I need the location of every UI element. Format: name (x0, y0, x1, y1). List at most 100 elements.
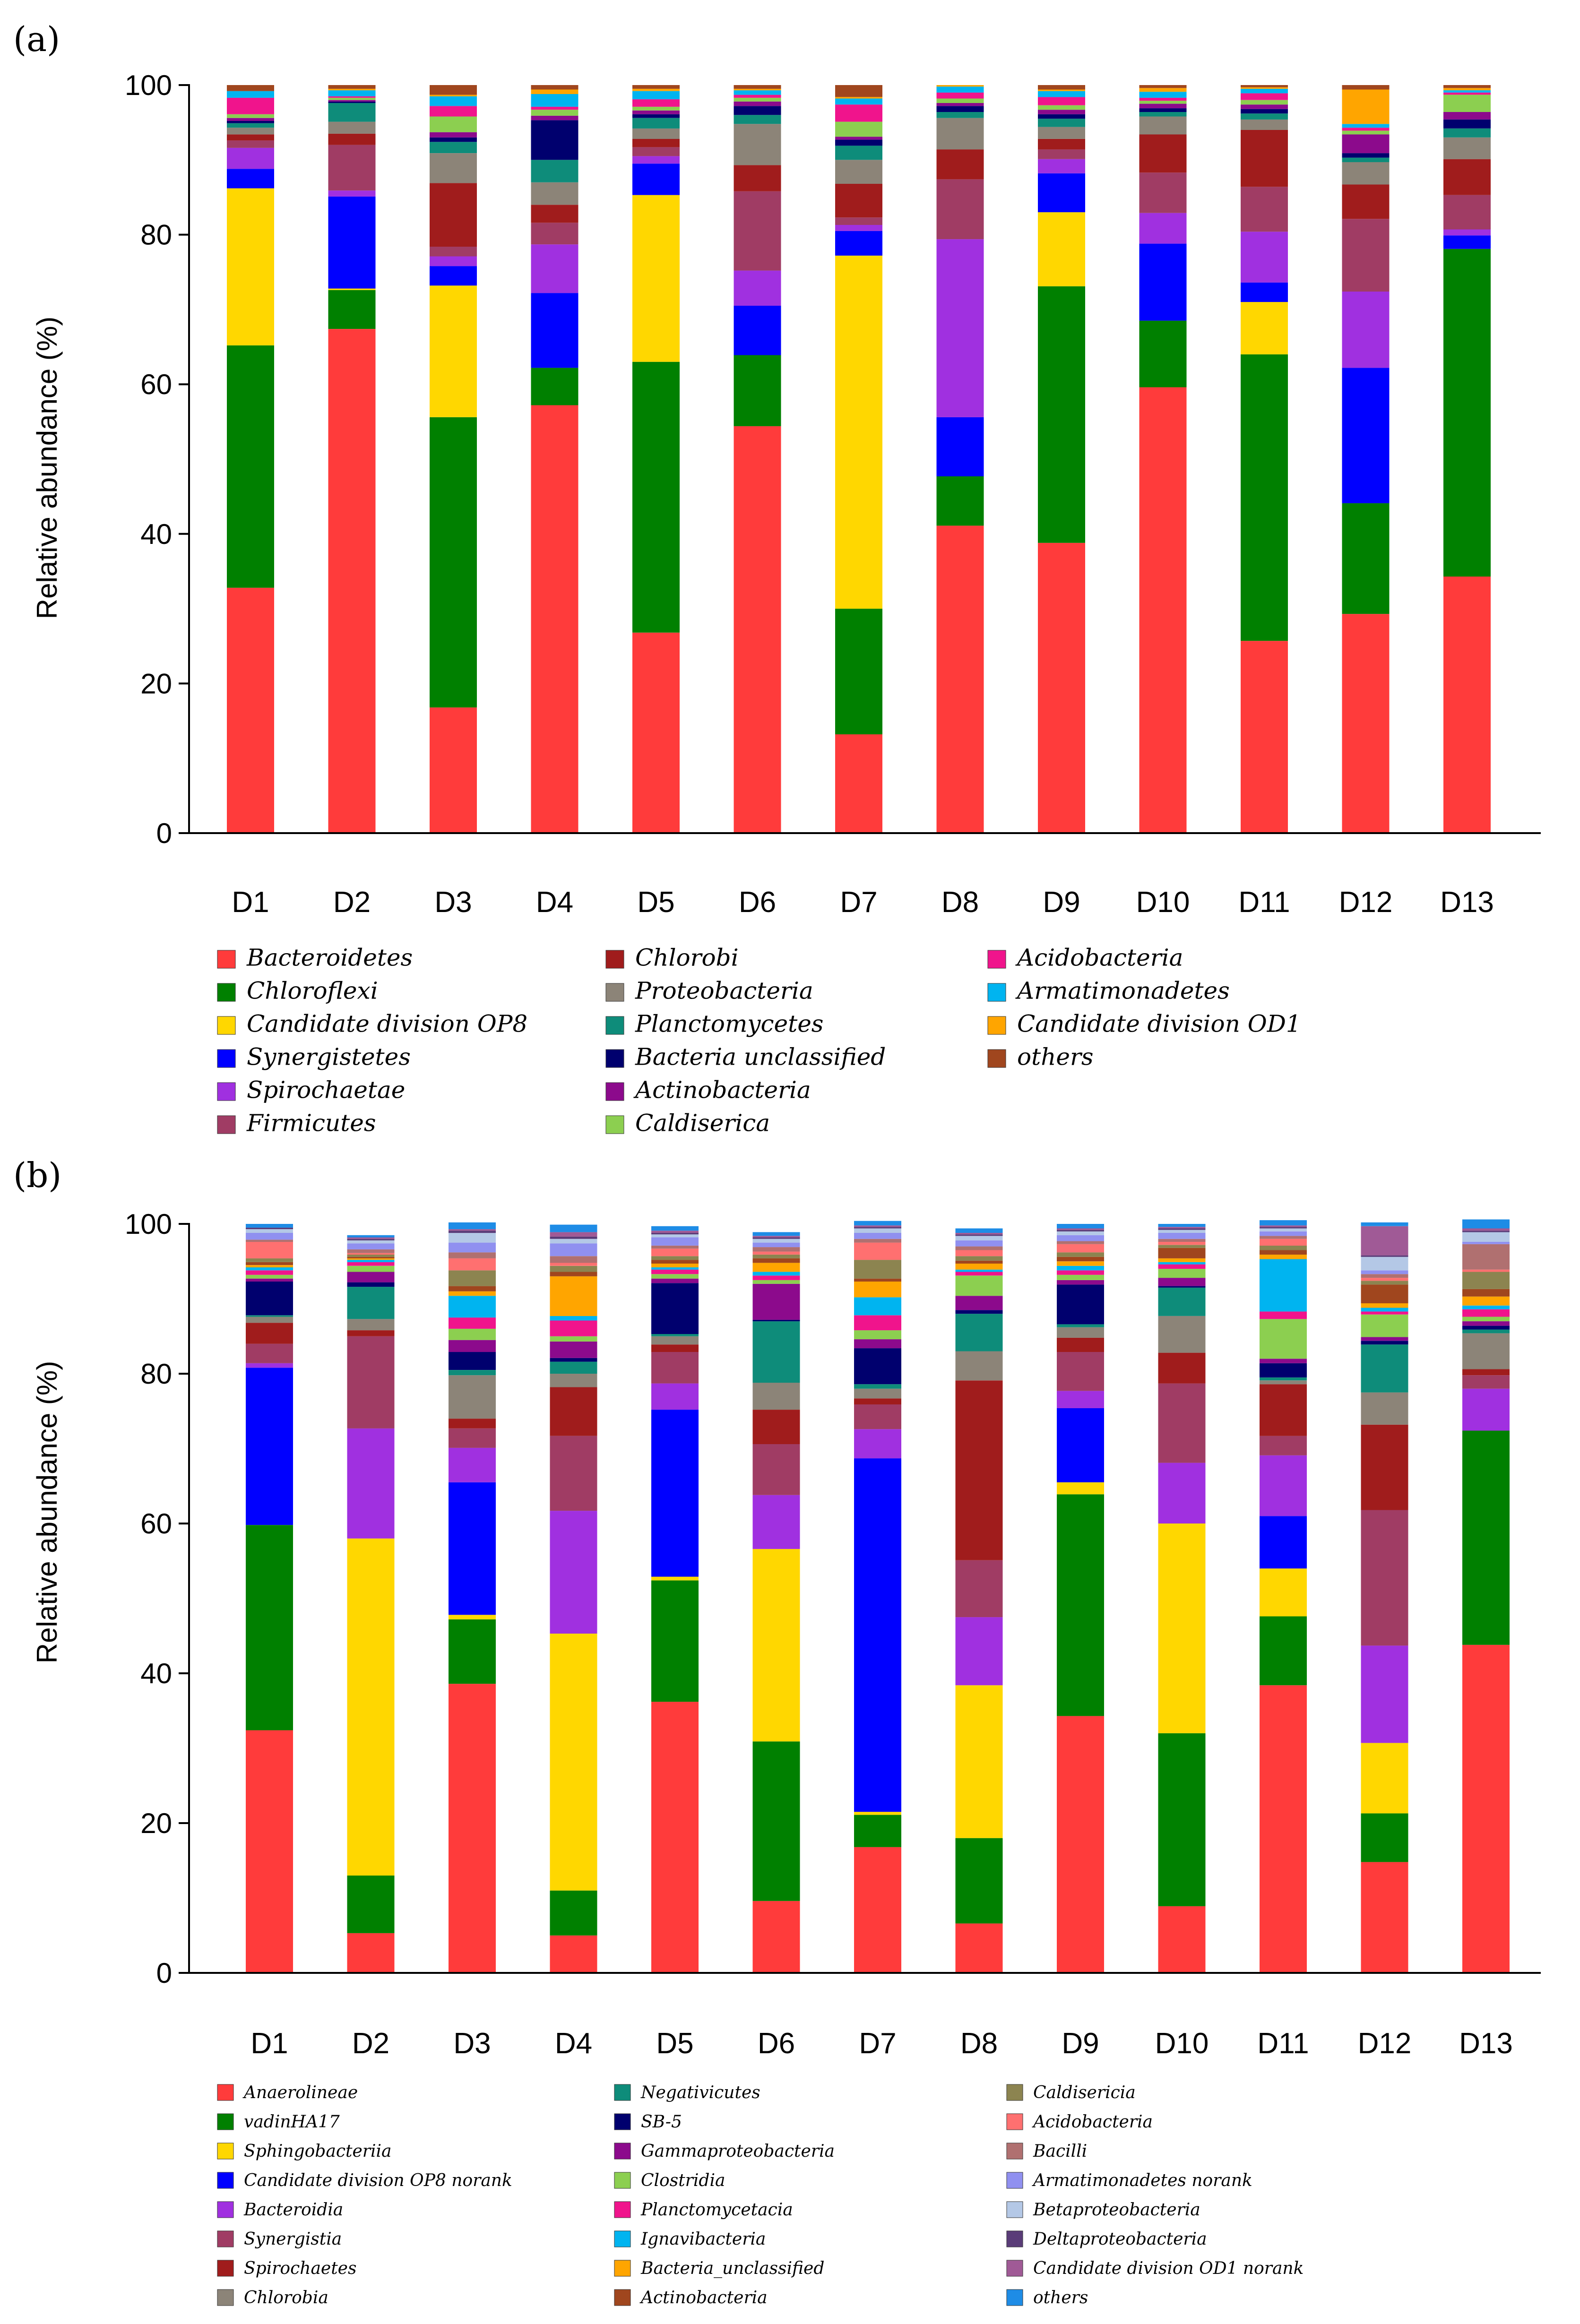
legend-swatch-planctomycetacia (614, 2201, 631, 2218)
bar-segment-bacteria-unclassified-d3 (430, 137, 477, 142)
bar-segment-caldisericia-d8 (955, 1256, 1003, 1261)
bar-segment-betaproteobacteria-d5 (651, 1234, 699, 1238)
bar-segment-bacilli-d1 (246, 1239, 293, 1242)
bar-segment-clostridia-d6 (752, 1280, 800, 1284)
legend-label-bacteroidetes: Bacteroidetes (246, 944, 413, 972)
legend-swatch-armatimonadetes (987, 983, 1006, 1002)
bar-segment-planctomycetes-d9 (1038, 119, 1085, 127)
bar-segment-negativicutes-d2 (347, 1287, 395, 1319)
bar-segment-others-d3 (449, 1222, 496, 1230)
bar-segment-actinobacteria-d13 (1443, 112, 1491, 120)
bar-segment-others-d12 (1361, 1222, 1408, 1226)
bar-segment-planctomycetacia-d3 (449, 1317, 496, 1329)
bar-segment-betaproteobacteria-d4 (550, 1239, 597, 1244)
bar-segment-bacteria-unclassified-d7 (835, 139, 882, 146)
bar-segment-synergistia-d9 (1057, 1352, 1104, 1391)
bar-segment-acidobacteria-d11 (1241, 93, 1288, 100)
legend-label-deltaproteobacteria: Deltaproteobacteria (1033, 2229, 1207, 2249)
bar-segment-firmicutes-d5 (632, 147, 680, 156)
bar-segment-bacteroidetes-d4 (531, 405, 578, 833)
legend-swatch-sphingobacteriia (217, 2143, 234, 2160)
bar-segment-negativicutes-d3 (449, 1370, 496, 1376)
bar-segment-betaproteobacteria-d2 (347, 1240, 395, 1244)
panel-a-category-label-d10: D10 (1136, 886, 1190, 919)
bar-segment-vadinha17-d11 (1260, 1616, 1307, 1686)
legend-label-bacteria-unclassified: Bacteria_unclassified (640, 2259, 824, 2278)
bar-segment-armatimonadetes-d10 (1139, 92, 1187, 98)
bar-segment-spirochaetae-d5 (632, 156, 680, 164)
bar-segment-acidobacteria-d12 (1361, 1278, 1408, 1281)
bar-segment-chlorobi-d13 (1443, 159, 1491, 195)
bar-segment-armatimonadetes-d3 (430, 96, 477, 106)
bar-segment-planctomycetes-d2 (328, 103, 376, 122)
bar-segment-betaproteobacteria-d8 (955, 1236, 1003, 1240)
bar-segment-sphingobacteriia-d2 (347, 1538, 395, 1876)
panel-b-category-label-d2: D2 (352, 2027, 389, 2060)
bar-segment-betaproteobacteria-d13 (1462, 1232, 1510, 1242)
legend-label-chlorobi: Chlorobi (635, 944, 739, 972)
panel-a-y-axis-title: Relative abundance (%) (31, 317, 63, 619)
bar-segment-firmicutes-d13 (1443, 195, 1491, 230)
bar-segment-synergistetes-d1 (227, 169, 274, 189)
bar-segment-firmicutes-d1 (227, 140, 274, 148)
bar-segment-negativicutes-d11 (1260, 1377, 1307, 1381)
legend-swatch-synergistetes (217, 1049, 236, 1068)
bar-segment-chloroflexi-d9 (1038, 286, 1085, 543)
bar-segment-armatimonadetes-norank-d9 (1057, 1235, 1104, 1241)
bar-segment-chlorobia-d13 (1462, 1333, 1510, 1369)
bar-segment-actinobacteria-d9 (1038, 110, 1085, 114)
bar-segment-ignavibacteria-d5 (651, 1267, 699, 1270)
bar-segment-deltaproteobacteria-d11 (1260, 1227, 1307, 1229)
bar-segment-planctomycetes-d7 (835, 146, 882, 160)
bar-segment-bacteroidia-d12 (1361, 1645, 1408, 1743)
bar-segment-bacteria-unclassified-d11 (1241, 109, 1288, 114)
bar-segment-caldisericia-d12 (1361, 1281, 1408, 1285)
bar-segment-others-d7 (854, 1221, 901, 1226)
bar-segment-proteobacteria-d9 (1038, 127, 1085, 139)
bar-segment-spirochaetae-d7 (835, 225, 882, 231)
bar-segment-bacteria-unclassified-d9 (1057, 1261, 1104, 1266)
bar-segment-armatimonadetes-norank-d1 (246, 1233, 293, 1240)
panel-a-legend: Bacteroidetes Chloroflexi Candidate divisi… (217, 944, 1301, 1137)
bar-segment-bacteria-unclassified-d13 (1462, 1296, 1510, 1306)
legend-swatch-gammaproteobacteria (614, 2143, 631, 2160)
bar-segment-actinobacteria-d9 (1057, 1257, 1104, 1262)
bar-segment-acidobacteria-d6 (734, 95, 781, 98)
legend-swatch-ignavibacteria (614, 2230, 631, 2247)
bar-segment-planctomycetacia-d13 (1462, 1309, 1510, 1317)
bar-segment-candidate-division-od1-d6 (734, 88, 781, 91)
bar-segment-caldiserica-d6 (734, 97, 781, 102)
panel-a-y-tick-label-60: 60 (140, 369, 172, 400)
bar-segment-spirochaetae-d1 (227, 148, 274, 169)
legend-swatch-spirochaetes (217, 2260, 234, 2277)
bar-segment-gammaproteobacteria-d1 (246, 1278, 293, 1282)
bar-segment-synergistia-d12 (1361, 1510, 1408, 1646)
bar-segment-negativicutes-d10 (1158, 1287, 1206, 1316)
bar-segment-chlorobi-d11 (1241, 130, 1288, 187)
bar-segment-candidate-division-od1-norank-d5 (651, 1231, 699, 1233)
bar-segment-proteobacteria-d4 (531, 182, 578, 205)
bar-segment-sphingobacteriia-d4 (550, 1634, 597, 1891)
bar-segment-betaproteobacteria-d9 (1057, 1231, 1104, 1235)
bar-segment-deltaproteobacteria-d1 (246, 1227, 293, 1230)
bar-segment-firmicutes-d10 (1139, 172, 1187, 213)
legend-label-candidate-division-op8: Candidate division OP8 (247, 1010, 527, 1038)
bar-segment-caldisericia-d7 (854, 1260, 901, 1279)
panel-b-category-label-d7: D7 (859, 2027, 896, 2060)
panel-a-category-label-d2: D2 (333, 886, 371, 919)
bar-segment-candidate-division-od1-d11 (1241, 87, 1288, 89)
bar-segment-candidate-division-od1-norank-d11 (1260, 1225, 1307, 1227)
bar-segment-gammaproteobacteria-d11 (1260, 1359, 1307, 1363)
bar-segment-planctomycetes-d5 (632, 118, 680, 129)
bar-segment-negativicutes-d4 (550, 1361, 597, 1374)
bar-segment-caldiserica-d5 (632, 106, 680, 111)
bar-segment-bacteroidetes-d9 (1038, 542, 1085, 833)
bar-segment-actinobacteria-d4 (531, 115, 578, 121)
legend-swatch-actinobacteria (614, 2289, 631, 2306)
bar-segment-anaerolineae-d13 (1462, 1644, 1510, 1973)
bar-segment-others-d8 (955, 1228, 1003, 1233)
bar-segment-planctomycetacia-d12 (1361, 1311, 1408, 1315)
bar-segment-sphingobacteriia-d5 (651, 1576, 699, 1581)
bar-segment-spirochaetes-d8 (955, 1380, 1003, 1560)
bar-segment-acidobacteria-d1 (227, 97, 274, 114)
